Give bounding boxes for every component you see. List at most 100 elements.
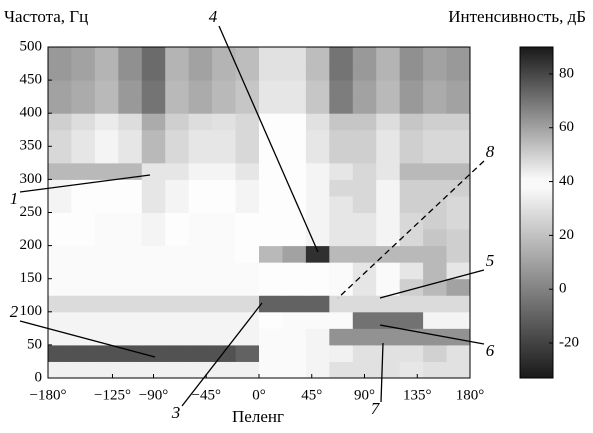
colorbar-tick-label: 20 xyxy=(559,227,574,243)
heatmap-cell xyxy=(423,113,447,130)
heatmap-cell xyxy=(282,345,306,362)
heatmap-cell xyxy=(48,229,72,246)
heatmap-cell xyxy=(282,47,306,64)
heatmap-cell xyxy=(447,80,471,97)
heatmap-cell xyxy=(212,262,236,279)
heatmap-cell xyxy=(118,146,142,163)
heatmap-cell xyxy=(48,146,72,163)
heatmap-cell xyxy=(48,345,72,362)
heatmap-cell xyxy=(71,163,95,180)
heatmap-cell xyxy=(259,312,283,329)
heatmap xyxy=(48,47,471,379)
heatmap-cell xyxy=(447,196,471,213)
heatmap-cell xyxy=(95,47,119,64)
annotation-label: 6 xyxy=(486,341,495,360)
heatmap-cell xyxy=(142,97,166,114)
heatmap-cell xyxy=(118,295,142,312)
heatmap-cell xyxy=(236,279,260,296)
heatmap-cell xyxy=(282,213,306,230)
heatmap-cell xyxy=(376,146,400,163)
heatmap-cell xyxy=(376,361,400,378)
heatmap-cell xyxy=(48,80,72,97)
heatmap-cell xyxy=(142,213,166,230)
heatmap-cell xyxy=(118,97,142,114)
x-tick-label: 180° xyxy=(456,387,485,403)
heatmap-cell xyxy=(142,80,166,97)
heatmap-cell xyxy=(118,246,142,263)
heatmap-cell xyxy=(400,47,424,64)
heatmap-cell xyxy=(236,213,260,230)
heatmap-cell xyxy=(165,97,189,114)
heatmap-cell xyxy=(95,113,119,130)
heatmap-cell xyxy=(447,47,471,64)
heatmap-cell xyxy=(48,246,72,263)
heatmap-cell xyxy=(236,295,260,312)
heatmap-cell xyxy=(353,163,377,180)
heatmap-cell xyxy=(118,213,142,230)
y-axis-label: Частота, Гц xyxy=(4,7,88,26)
heatmap-cell xyxy=(353,97,377,114)
heatmap-cell xyxy=(212,97,236,114)
heatmap-cell xyxy=(189,97,213,114)
heatmap-cell xyxy=(118,279,142,296)
heatmap-cell xyxy=(447,113,471,130)
heatmap-cell xyxy=(71,262,95,279)
heatmap-cell xyxy=(118,47,142,64)
heatmap-cell xyxy=(282,130,306,147)
heatmap-cell xyxy=(118,345,142,362)
heatmap-cell xyxy=(306,312,330,329)
heatmap-cell xyxy=(329,361,353,378)
heatmap-cell xyxy=(71,80,95,97)
y-tick-label: 200 xyxy=(20,237,43,253)
heatmap-cell xyxy=(48,262,72,279)
heatmap-cell xyxy=(212,163,236,180)
heatmap-cell xyxy=(118,262,142,279)
heatmap-cell xyxy=(400,246,424,263)
heatmap-cell xyxy=(376,246,400,263)
x-tick-label: −90° xyxy=(139,387,168,403)
heatmap-cell xyxy=(71,196,95,213)
heatmap-cell xyxy=(48,130,72,147)
heatmap-cell xyxy=(212,64,236,81)
heatmap-cell xyxy=(165,47,189,64)
heatmap-cell xyxy=(212,295,236,312)
heatmap-cell xyxy=(423,130,447,147)
heatmap-cell xyxy=(71,361,95,378)
heatmap-cell xyxy=(306,213,330,230)
heatmap-cell xyxy=(189,279,213,296)
heatmap-cell xyxy=(189,262,213,279)
heatmap-cell xyxy=(118,179,142,196)
heatmap-cell xyxy=(236,196,260,213)
heatmap-cell xyxy=(329,262,353,279)
heatmap-cell xyxy=(189,328,213,345)
heatmap-cell xyxy=(142,47,166,64)
heatmap-cell xyxy=(189,196,213,213)
heatmap-cell xyxy=(376,47,400,64)
heatmap-cell xyxy=(142,64,166,81)
heatmap-cell xyxy=(95,295,119,312)
annotation-label: 1 xyxy=(10,189,19,208)
heatmap-cell xyxy=(259,80,283,97)
heatmap-cell xyxy=(189,246,213,263)
heatmap-cell xyxy=(306,279,330,296)
heatmap-cell xyxy=(329,328,353,345)
heatmap-cell xyxy=(400,196,424,213)
heatmap-cell xyxy=(282,80,306,97)
heatmap-cell xyxy=(306,130,330,147)
heatmap-cell xyxy=(353,295,377,312)
heatmap-cell xyxy=(423,213,447,230)
heatmap-cell xyxy=(376,179,400,196)
heatmap-cell xyxy=(71,279,95,296)
heatmap-cell xyxy=(212,196,236,213)
heatmap-cell xyxy=(142,279,166,296)
heatmap-cell xyxy=(306,295,330,312)
heatmap-cell xyxy=(447,295,471,312)
heatmap-cell xyxy=(400,213,424,230)
heatmap-cell xyxy=(353,246,377,263)
heatmap-cell xyxy=(259,196,283,213)
y-tick-label: 100 xyxy=(20,303,43,319)
heatmap-cell xyxy=(400,262,424,279)
heatmap-cell xyxy=(282,97,306,114)
heatmap-cell xyxy=(447,213,471,230)
heatmap-cell xyxy=(423,295,447,312)
